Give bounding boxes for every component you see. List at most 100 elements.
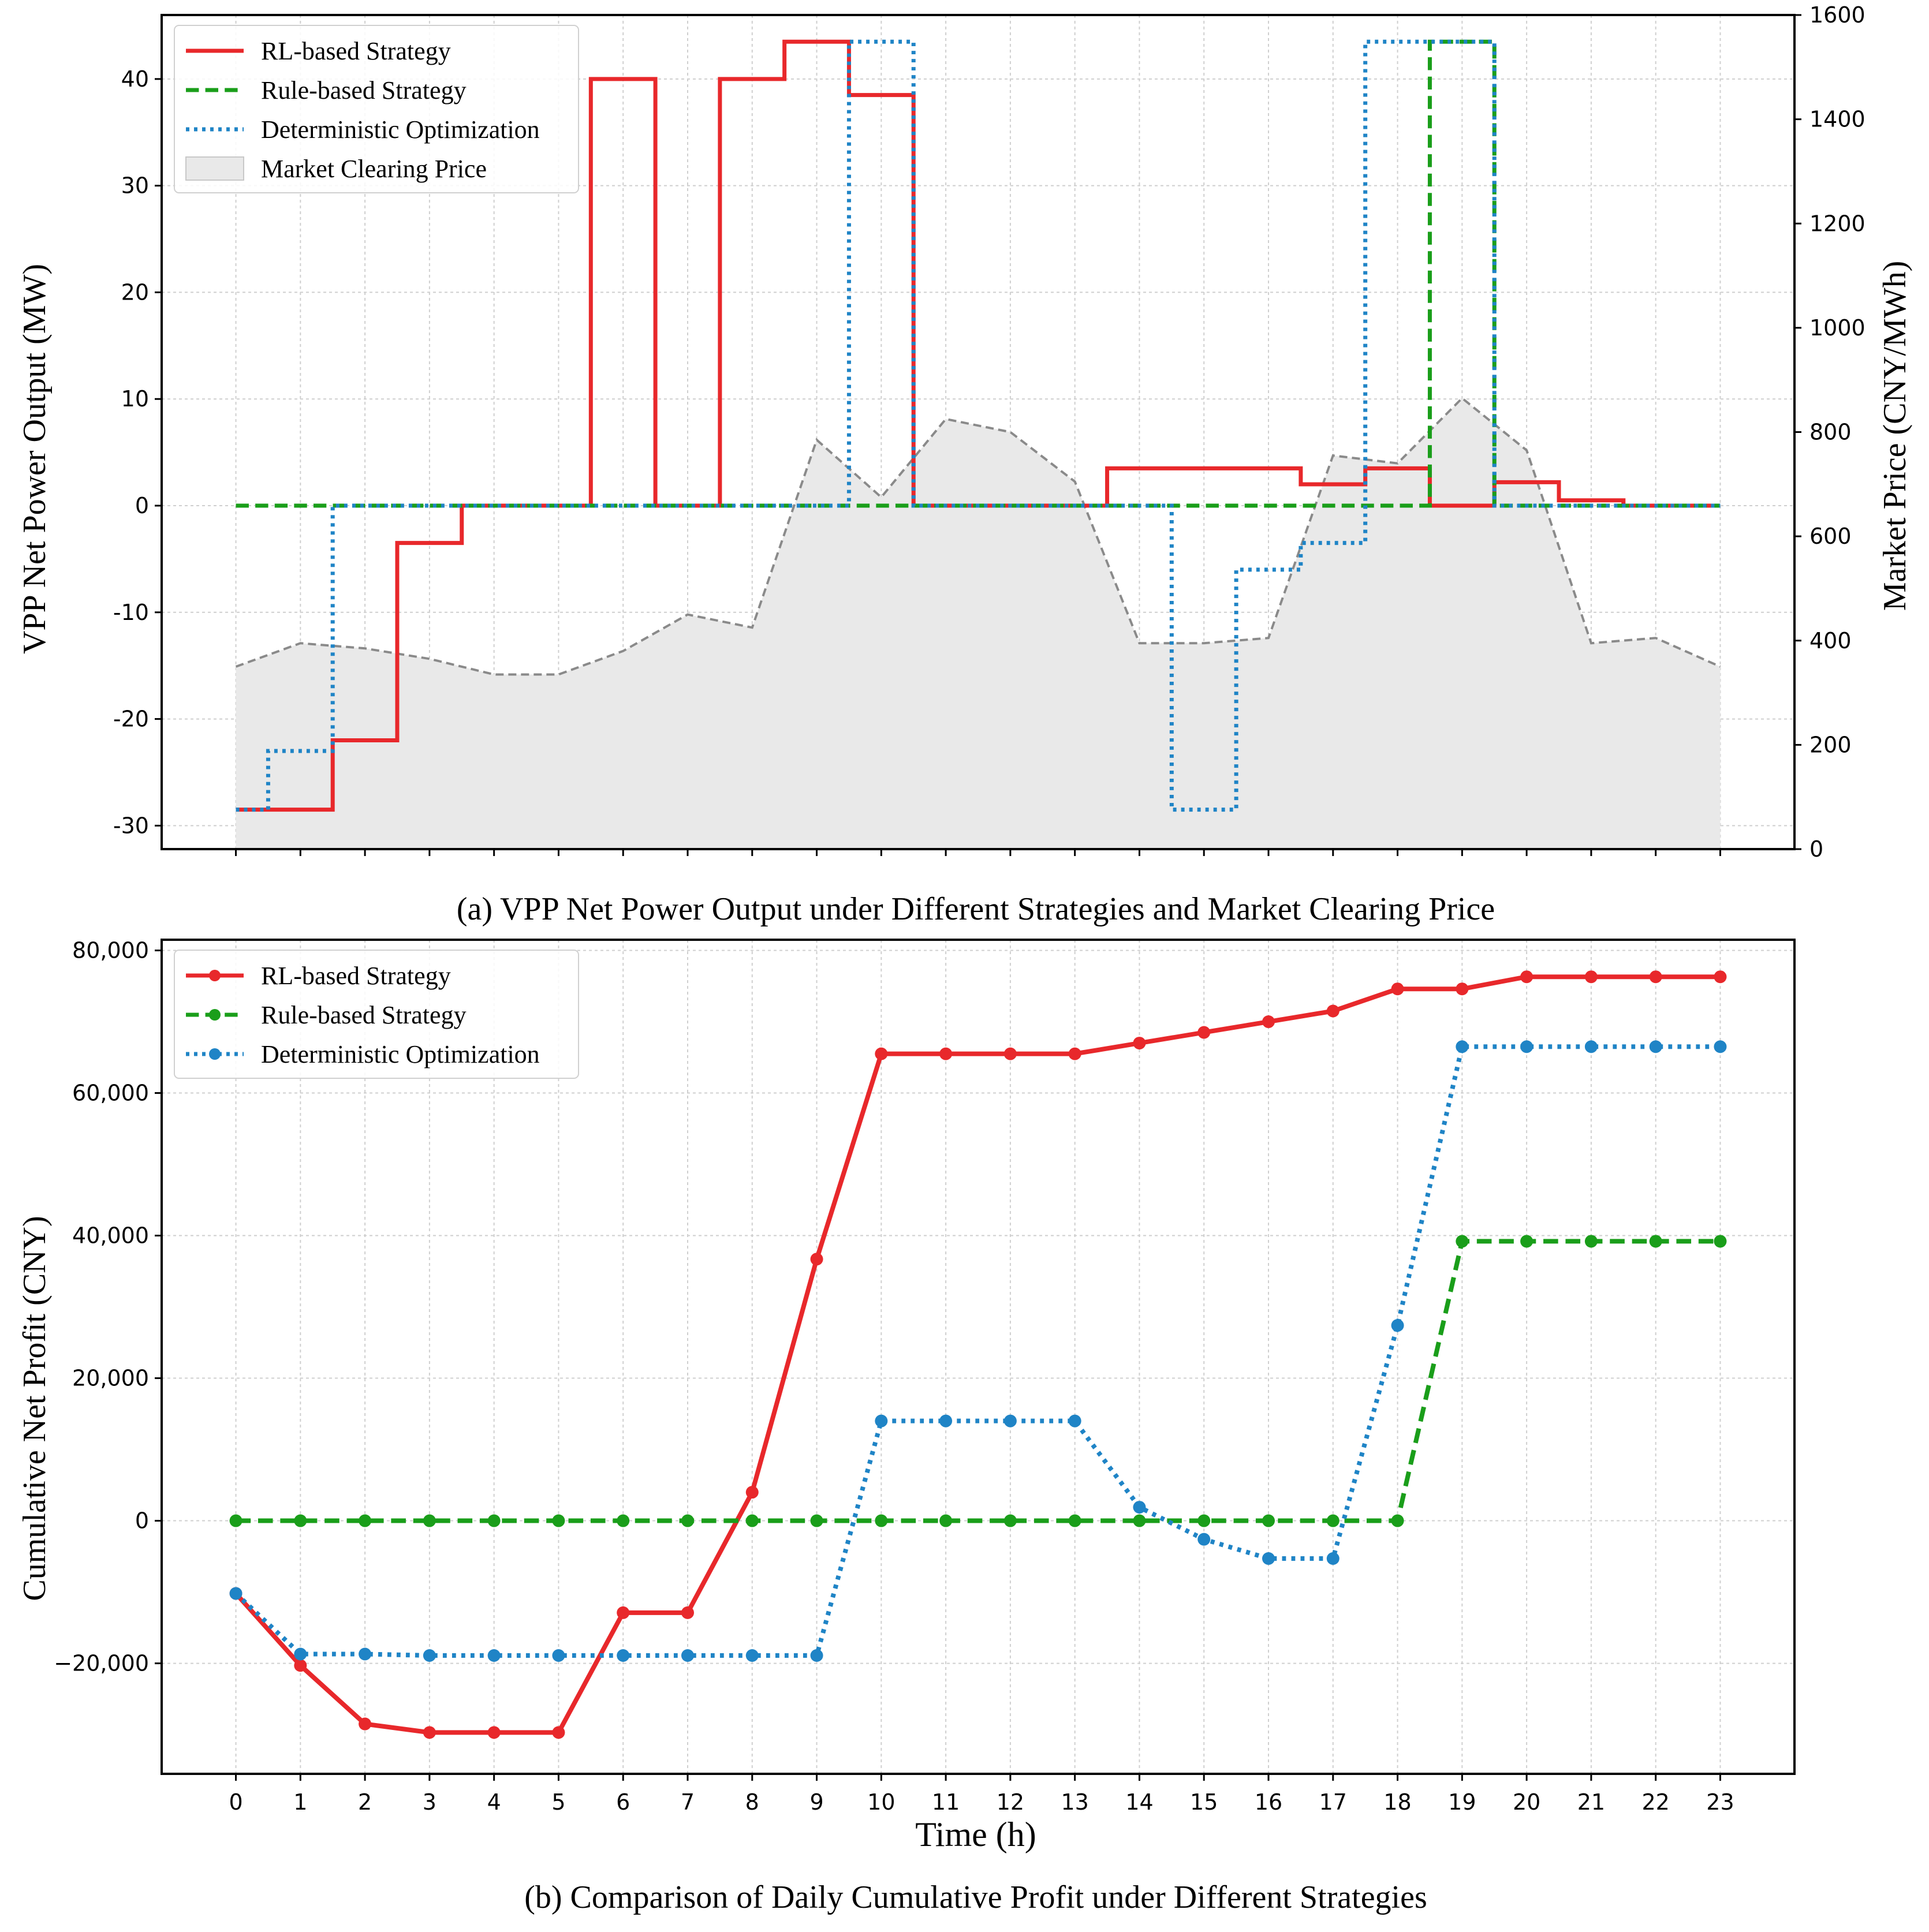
series-deterministic-optimization	[234, 1044, 1721, 1658]
y-tick-label: 40	[121, 66, 149, 92]
point-deterministic-optimization	[423, 1649, 436, 1662]
legend-label: Deterministic Optimization	[261, 1040, 540, 1068]
point-deterministic-optimization	[617, 1649, 630, 1662]
point-rl-based-strategy	[1068, 1047, 1081, 1060]
series-deterministic-optimization	[236, 39, 1721, 812]
point-rule-based-strategy	[681, 1514, 694, 1527]
point-deterministic-optimization	[745, 1649, 759, 1662]
x-tick-label: 13	[1061, 1789, 1088, 1815]
point-rl-based-strategy	[745, 1486, 759, 1499]
panel-a-y-axis-label: VPP Net Power Output (MW)	[17, 264, 53, 654]
point-rule-based-strategy	[423, 1514, 436, 1527]
point-rl-based-strategy	[294, 1659, 307, 1672]
point-deterministic-optimization	[1326, 1552, 1340, 1565]
point-deterministic-optimization	[1133, 1501, 1146, 1514]
legend-marker	[209, 970, 221, 981]
legend-label: Deterministic Optimization	[261, 115, 540, 144]
y-tick-label: 60,000	[72, 1081, 149, 1106]
y2-tick-label: 1400	[1809, 107, 1865, 132]
y-tick-label: -30	[113, 813, 149, 838]
panel-b-x-axis-label: Time (h)	[915, 1815, 1036, 1853]
legend-swatch	[185, 156, 244, 181]
x-tick-label: 1	[293, 1789, 307, 1815]
point-rule-based-strategy	[1326, 1514, 1340, 1527]
x-tick-label: 11	[932, 1789, 960, 1815]
x-tick-label: 5	[551, 1789, 565, 1815]
price-line	[235, 397, 1721, 676]
point-deterministic-optimization	[1456, 1040, 1469, 1053]
x-tick-label: 21	[1577, 1789, 1605, 1815]
panel-a-caption: (a) VPP Net Power Output under Different…	[457, 891, 1495, 927]
legend-box	[174, 25, 579, 193]
x-tick-label: 15	[1190, 1789, 1218, 1815]
point-rule-based-strategy	[939, 1514, 953, 1527]
panel-b-legend: RL-based Strategy Rule-based Strategy Dete…	[174, 950, 579, 1079]
panel-a-ticks: -30-20-100102030400200400600800100012001…	[113, 2, 1865, 862]
point-rl-based-strategy	[1326, 1004, 1340, 1018]
panel-b-frame	[161, 939, 1796, 1775]
point-rule-based-strategy	[1649, 1235, 1662, 1248]
point-deterministic-optimization	[294, 1647, 307, 1661]
point-rl-based-strategy	[423, 1726, 436, 1739]
y2-tick-label: 1600	[1809, 2, 1865, 28]
panel-b-series	[229, 970, 1727, 1739]
legend-label: RL-based Strategy	[261, 962, 451, 990]
x-tick-label: 10	[867, 1789, 895, 1815]
point-deterministic-optimization	[1520, 1040, 1534, 1053]
panel-b-profit-chart: 0 1 2 3 4 5 6 7 8 9 10 11 12 13 14 15 16 17 18 19 20 21 22 23−2…	[17, 938, 1796, 1915]
point-rule-based-strategy	[1068, 1514, 1081, 1527]
point-deterministic-optimization	[939, 1414, 953, 1427]
legend-label: RL-based Strategy	[261, 37, 451, 65]
x-tick-label: 20	[1513, 1789, 1540, 1815]
y-tick-label: 20,000	[72, 1366, 149, 1391]
y2-tick-label: 0	[1809, 836, 1823, 862]
point-rule-based-strategy	[552, 1514, 565, 1527]
price-area	[236, 398, 1721, 849]
panel-b-y-axis-label: Cumulative Net Profit (CNY)	[17, 1216, 53, 1601]
x-tick-label: 17	[1319, 1789, 1347, 1815]
x-tick-label: 23	[1706, 1789, 1734, 1815]
y-tick-label: 30	[121, 173, 149, 199]
panel-a-power-chart: -30-20-100102030400200400600800100012001…	[17, 2, 1913, 927]
point-rl-based-strategy	[681, 1606, 694, 1619]
point-deterministic-optimization	[875, 1414, 888, 1427]
x-tick-label: 14	[1125, 1789, 1153, 1815]
legend-box	[174, 950, 579, 1079]
y2-tick-label: 600	[1809, 524, 1852, 549]
panel-a-right-axis-label: Market Price (CNY/MWh)	[1877, 261, 1913, 611]
point-rl-based-strategy	[1714, 970, 1727, 984]
point-rule-based-strategy	[1003, 1514, 1017, 1527]
y-tick-label: 80,000	[72, 938, 149, 963]
point-rl-based-strategy	[810, 1253, 823, 1266]
x-tick-label: 4	[487, 1789, 501, 1815]
point-rule-based-strategy	[875, 1514, 888, 1527]
point-deterministic-optimization	[681, 1649, 694, 1662]
y-tick-label: 0	[135, 493, 149, 518]
y-tick-label: -10	[113, 600, 149, 625]
point-rule-based-strategy	[1584, 1235, 1598, 1248]
point-rl-based-strategy	[1649, 970, 1662, 984]
y2-tick-label: 200	[1809, 732, 1852, 757]
legend-label: Rule-based Strategy	[261, 1001, 467, 1029]
point-rl-based-strategy	[1520, 970, 1534, 984]
point-deterministic-optimization	[1003, 1414, 1017, 1427]
point-rule-based-strategy	[617, 1514, 630, 1527]
y-tick-label: 10	[121, 386, 149, 412]
y2-tick-label: 1200	[1809, 211, 1865, 236]
point-rule-based-strategy	[810, 1514, 823, 1527]
y-tick-label: 20	[121, 279, 149, 305]
y-tick-label: -20	[113, 707, 149, 732]
panel-b-ticks: 0 1 2 3 4 5 6 7 8 9 10 11 12 13 14 15 16 17 18 19 20 21 22 23−2…	[54, 938, 1734, 1815]
point-rule-based-strategy	[1456, 1235, 1469, 1248]
point-rule-based-strategy	[1391, 1514, 1404, 1527]
y2-tick-label: 400	[1809, 628, 1852, 653]
series-rule-based-strategy	[236, 1239, 1721, 1523]
legend-marker	[209, 1048, 221, 1060]
point-deterministic-optimization	[359, 1647, 372, 1661]
point-deterministic-optimization	[1068, 1414, 1081, 1427]
point-deterministic-optimization	[1197, 1533, 1211, 1546]
point-deterministic-optimization	[810, 1649, 823, 1662]
x-tick-label: 2	[358, 1789, 372, 1815]
x-tick-label: 0	[229, 1789, 242, 1815]
